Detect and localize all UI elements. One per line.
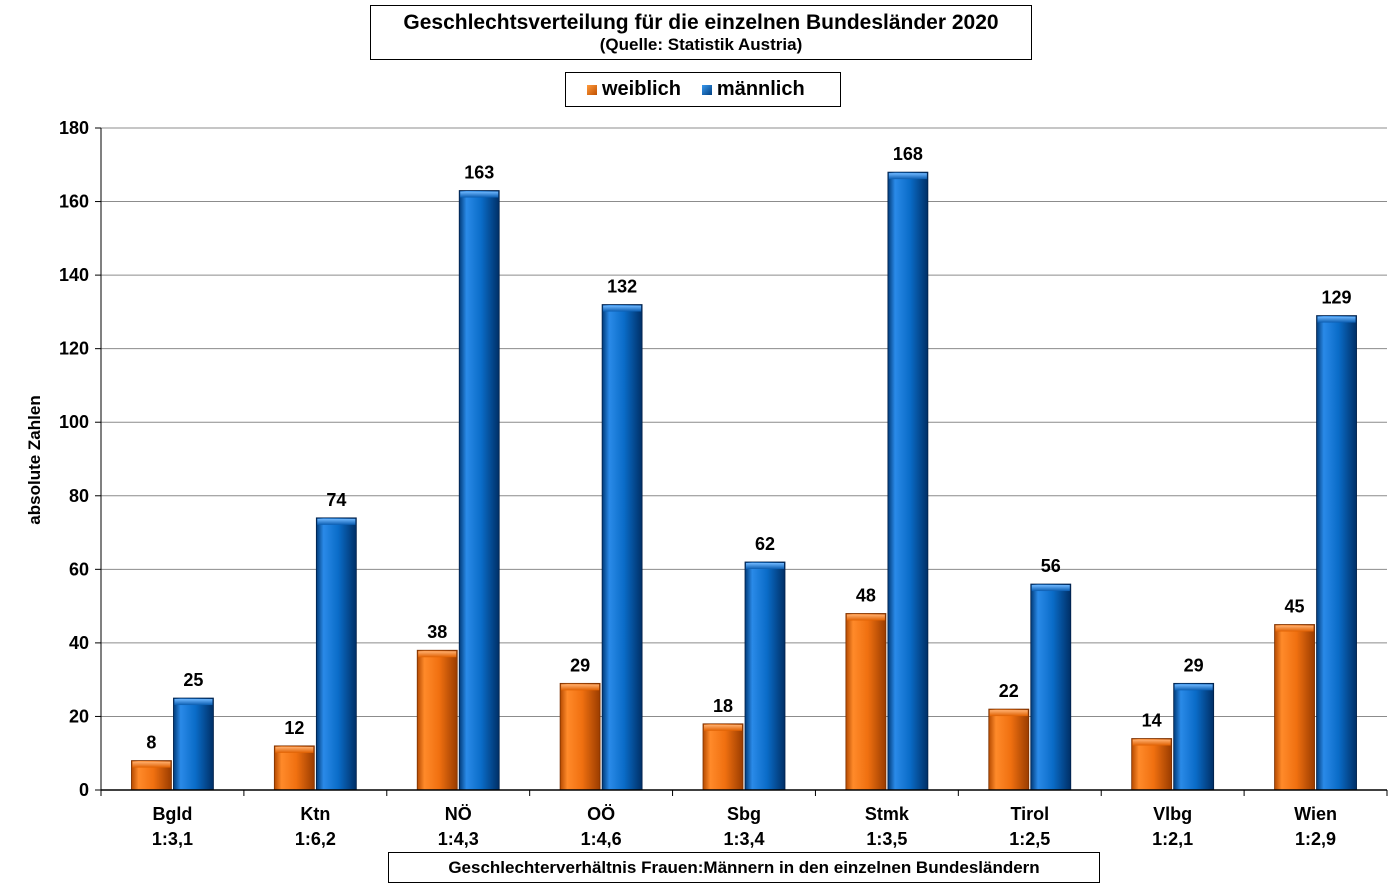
x-category-label: Ktn — [300, 804, 330, 824]
bar-cap-maennlich — [460, 191, 499, 198]
data-label-maennlich: 129 — [1322, 288, 1352, 308]
bar-maennlich — [315, 517, 357, 791]
x-category-label: Tirol — [1010, 804, 1049, 824]
data-label-weiblich: 48 — [856, 585, 876, 605]
x-ratio-label: 1:4,3 — [438, 829, 479, 849]
bar-cap-weiblich — [1275, 625, 1314, 632]
data-label-weiblich: 14 — [1142, 711, 1162, 731]
x-ratio-label: 1:6,2 — [295, 829, 336, 849]
labels: 0 20 40 60 80 100 120 140 160 180 8 25 Bgld 1:3,1 12 74… — [59, 118, 1352, 849]
x-category-label: Vlbg — [1153, 804, 1192, 824]
bar-maennlich — [1173, 682, 1215, 791]
bar-cap-weiblich — [132, 761, 171, 768]
bar-weiblich — [845, 613, 887, 791]
bar-weiblich — [1131, 738, 1173, 791]
bar-maennlich — [1316, 315, 1357, 791]
y-axis-label: absolute Zahlen — [25, 395, 44, 524]
y-tick-label: 20 — [69, 706, 89, 726]
bar-cap-weiblich — [418, 651, 457, 658]
data-label-maennlich: 56 — [1041, 556, 1061, 576]
bar-cap-maennlich — [317, 518, 356, 525]
legend: weiblich männlich — [565, 72, 841, 107]
x-axis-title: Geschlechterverhältnis Frauen:Männern in… — [388, 852, 1100, 883]
axes — [95, 127, 1388, 796]
x-ratio-label: 1:3,4 — [723, 829, 764, 849]
bar-cap-weiblich — [704, 724, 742, 731]
bar-cap-weiblich — [275, 746, 314, 753]
data-label-maennlich: 74 — [326, 490, 346, 510]
data-label-maennlich: 25 — [183, 670, 203, 690]
chart-title: Geschlechtsverteilung für die einzelnen … — [403, 11, 999, 34]
x-ratio-label: 1:3,5 — [866, 829, 907, 849]
data-label-weiblich: 45 — [1285, 597, 1305, 617]
bar-cap-maennlich — [888, 173, 927, 180]
y-tick-label: 0 — [79, 780, 89, 800]
chart-subtitle: (Quelle: Statistik Austria) — [599, 35, 803, 54]
x-ratio-label: 1:2,1 — [1152, 829, 1193, 849]
x-category-label: Stmk — [865, 804, 910, 824]
data-label-weiblich: 38 — [427, 622, 447, 642]
data-label-maennlich: 29 — [1184, 655, 1204, 675]
data-label-maennlich: 132 — [607, 277, 637, 297]
data-label-weiblich: 8 — [146, 733, 156, 753]
x-ratio-label: 1:4,6 — [581, 829, 622, 849]
data-label-weiblich: 29 — [570, 655, 590, 675]
bar-cap-weiblich — [561, 684, 600, 691]
data-label-weiblich: 22 — [999, 681, 1019, 701]
x-ratio-label: 1:2,9 — [1295, 829, 1336, 849]
x-category-label: Wien — [1294, 804, 1337, 824]
bars — [131, 171, 1357, 791]
x-ratio-label: 1:3,1 — [152, 829, 193, 849]
data-label-maennlich: 163 — [464, 163, 494, 183]
bar-cap-weiblich — [846, 614, 885, 621]
legend-swatch-maennlich — [701, 84, 712, 95]
y-tick-label: 100 — [59, 412, 89, 432]
x-category-label: NÖ — [445, 804, 472, 824]
chart-title-box: Geschlechtsverteilung für die einzelnen … — [370, 5, 1032, 60]
x-category-label: OÖ — [587, 804, 615, 824]
legend-label-maennlich: männlich — [716, 78, 805, 100]
data-label-maennlich: 62 — [755, 534, 775, 554]
bar-weiblich — [1274, 624, 1315, 791]
bar-weiblich — [988, 708, 1030, 791]
y-tick-label: 60 — [69, 559, 89, 579]
bar-cap-weiblich — [1132, 739, 1171, 746]
bar-maennlich — [744, 561, 786, 791]
x-ratio-label: 1:2,5 — [1009, 829, 1050, 849]
bar-maennlich — [601, 304, 643, 791]
y-tick-label: 140 — [59, 265, 89, 285]
legend-item-maennlich: männlich — [681, 78, 805, 101]
bar-weiblich — [559, 682, 601, 791]
bar-maennlich — [173, 697, 214, 791]
bar-cap-maennlich — [1031, 585, 1070, 592]
y-tick-label: 160 — [59, 192, 89, 212]
y-tick-label: 40 — [69, 633, 89, 653]
x-category-label: Bgld — [152, 804, 192, 824]
x-category-label: Sbg — [727, 804, 761, 824]
legend-item-weiblich: weiblich — [566, 78, 681, 101]
bar-cap-maennlich — [603, 305, 642, 312]
y-tick-label: 120 — [59, 339, 89, 359]
legend-swatch-weiblich — [587, 84, 597, 95]
bar-cap-maennlich — [1174, 684, 1213, 691]
y-tick-label: 180 — [59, 118, 89, 138]
legend-label-weiblich: weiblich — [602, 78, 681, 100]
bar-maennlich — [887, 171, 929, 791]
bar-cap-maennlich — [1317, 316, 1356, 323]
bar-cap-maennlich — [746, 562, 784, 569]
gridlines — [101, 127, 1387, 717]
bar-maennlich — [458, 190, 500, 791]
bar-weiblich — [416, 649, 458, 791]
data-label-weiblich: 18 — [713, 696, 733, 716]
data-label-maennlich: 168 — [893, 144, 923, 164]
bar-weiblich — [702, 723, 744, 791]
bar-cap-maennlich — [174, 699, 213, 706]
y-tick-label: 80 — [69, 486, 89, 506]
bar-cap-weiblich — [989, 710, 1028, 717]
bar-maennlich — [1030, 583, 1072, 791]
data-label-weiblich: 12 — [284, 718, 304, 738]
